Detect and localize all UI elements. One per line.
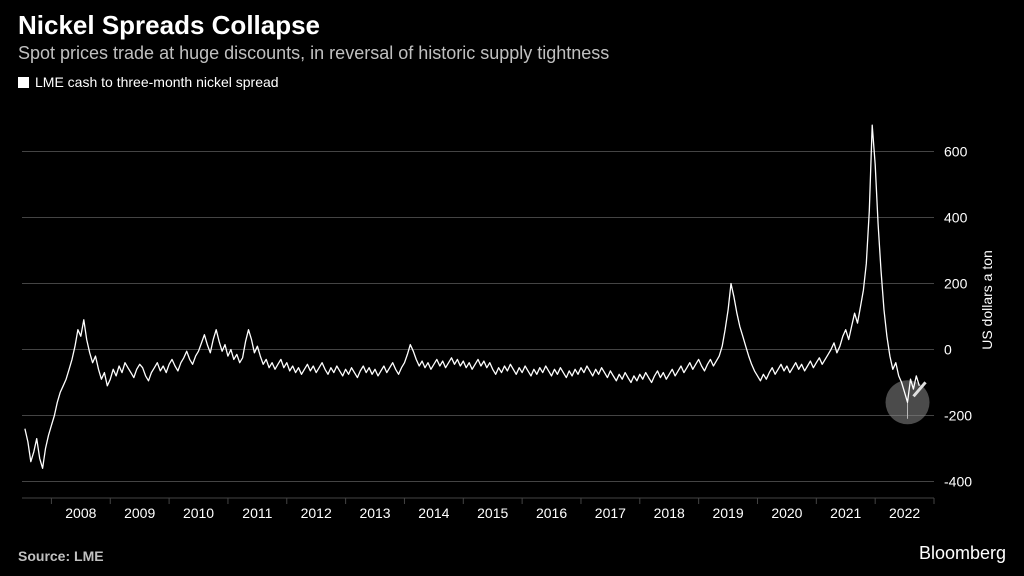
brand-label: Bloomberg	[919, 543, 1006, 564]
svg-text:2009: 2009	[124, 505, 155, 521]
svg-text:200: 200	[944, 276, 968, 292]
svg-text:600: 600	[944, 144, 968, 160]
svg-text:-400: -400	[944, 474, 972, 490]
svg-text:2019: 2019	[712, 505, 743, 521]
svg-text:2008: 2008	[65, 505, 96, 521]
svg-text:2014: 2014	[418, 505, 449, 521]
svg-text:2011: 2011	[242, 505, 272, 521]
svg-text:400: 400	[944, 210, 968, 226]
legend-label: LME cash to three-month nickel spread	[35, 74, 279, 90]
legend-swatch	[18, 77, 29, 88]
svg-text:2012: 2012	[301, 505, 332, 521]
svg-text:2015: 2015	[477, 505, 508, 521]
legend: LME cash to three-month nickel spread	[0, 68, 1024, 92]
svg-text:-200: -200	[944, 408, 972, 424]
svg-text:2017: 2017	[595, 505, 626, 521]
chart-title: Nickel Spreads Collapse	[18, 10, 1006, 41]
header: Nickel Spreads Collapse Spot prices trad…	[0, 0, 1024, 68]
svg-text:2013: 2013	[359, 505, 390, 521]
svg-text:2018: 2018	[654, 505, 685, 521]
svg-text:2016: 2016	[536, 505, 567, 521]
line-chart: -400 -200 0 200 400 600 US dollars a ton 2008 20…	[18, 96, 1006, 524]
svg-text:2022: 2022	[889, 505, 920, 521]
svg-text:0: 0	[944, 342, 952, 358]
svg-text:2021: 2021	[830, 505, 861, 521]
svg-text:2020: 2020	[771, 505, 802, 521]
footer: Source: LME Bloomberg	[18, 543, 1006, 564]
svg-text:US dollars a ton: US dollars a ton	[979, 250, 995, 350]
source-label: Source: LME	[18, 548, 104, 564]
chart-subtitle: Spot prices trade at huge discounts, in …	[18, 43, 1006, 64]
svg-text:2010: 2010	[183, 505, 214, 521]
chart-area: -400 -200 0 200 400 600 US dollars a ton 2008 20…	[18, 96, 1006, 524]
